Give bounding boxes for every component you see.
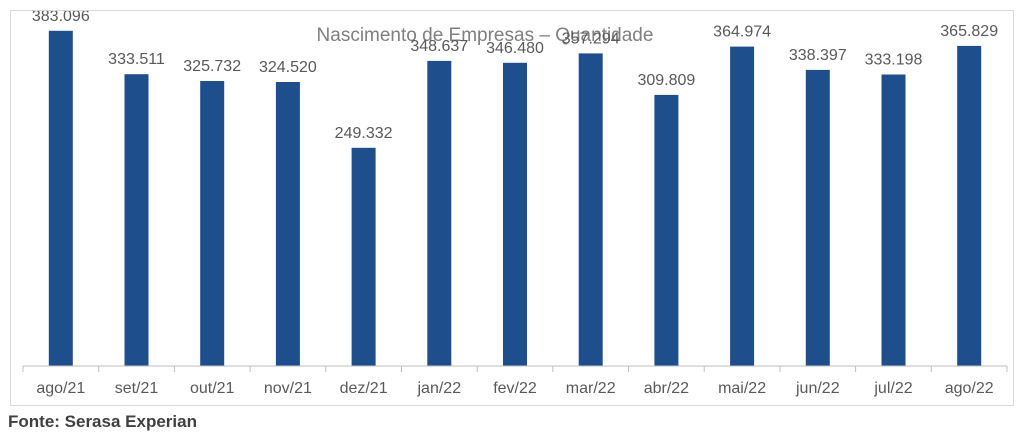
value-label-out-21: 325.732 <box>183 58 241 75</box>
bar-nov-21 <box>275 82 300 366</box>
source-note: Fonte: Serasa Experian <box>8 412 197 431</box>
chart-title: Nascimento de Empresas – Quantidade <box>317 25 654 46</box>
value-label-fev-22: 346.480 <box>486 40 544 57</box>
value-label-set-21: 333.511 <box>108 51 165 68</box>
value-label-jul-22: 333.198 <box>865 52 923 69</box>
value-label-mar-22: 357.294 <box>562 30 620 47</box>
bar-fev-22 <box>503 62 527 367</box>
bar-chart: Nascimento de Empresas – Quantidade 383.… <box>22 11 1008 397</box>
x-tick-label-dez-21: dez/21 <box>340 380 388 397</box>
bar-jul-22 <box>881 74 906 366</box>
value-label-ago-22: 365.829 <box>940 23 998 40</box>
value-label-jun-22: 338.397 <box>789 47 847 64</box>
x-tick-label-out-21: out/21 <box>190 380 235 397</box>
chart-frame: Nascimento de Empresas – Quantidade 383.… <box>10 10 1014 406</box>
bar-dez-21 <box>351 147 376 366</box>
x-tick-label-nov-21: nov/21 <box>264 380 312 397</box>
x-tick-label-ago-21: ago/21 <box>36 380 85 397</box>
value-label-jan-22: 348.637 <box>410 38 468 55</box>
x-tick-label-set-21: set/21 <box>115 380 159 397</box>
bar-out-21 <box>200 81 225 366</box>
bar-mar-22 <box>578 53 603 367</box>
value-label-dez-21: 249.332 <box>335 125 393 142</box>
bar-ago-21 <box>48 30 73 367</box>
bar-jun-22 <box>805 69 830 367</box>
bar-set-21 <box>124 74 149 366</box>
x-tick-label-ago-22: ago/22 <box>945 380 994 397</box>
value-label-ago-21: 383.096 <box>32 11 90 25</box>
x-tick-label-fev-22: fev/22 <box>493 380 537 397</box>
x-tick-label-abr-22: abr/22 <box>644 380 689 397</box>
bar-jan-22 <box>427 60 452 367</box>
bar-ago-22 <box>957 45 982 367</box>
value-label-mai-22: 364.974 <box>713 24 771 41</box>
value-label-abr-22: 309.809 <box>637 72 695 89</box>
x-tick-label-jul-22: jul/22 <box>873 380 912 397</box>
x-tick-label-jan-22: jan/22 <box>417 380 462 397</box>
bar-abr-22 <box>654 94 679 367</box>
x-tick-label-mar-22: mar/22 <box>566 380 616 397</box>
value-label-nov-21: 324.520 <box>259 59 317 76</box>
bar-mai-22 <box>730 46 755 366</box>
x-tick-label-jun-22: jun/22 <box>795 380 840 397</box>
x-tick-label-mai-22: mai/22 <box>718 380 766 397</box>
